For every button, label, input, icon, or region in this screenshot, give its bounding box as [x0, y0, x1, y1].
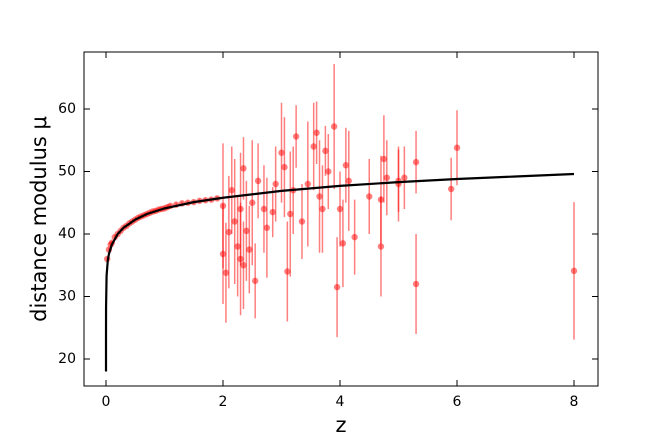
- data-point: [246, 246, 253, 253]
- data-point: [287, 210, 294, 218]
- data-point: [281, 163, 288, 171]
- data-point: [453, 144, 461, 151]
- x-axis-title: z: [335, 413, 346, 437]
- data-point: [377, 243, 385, 250]
- model-curve: [104, 172, 575, 372]
- data-point: [447, 185, 455, 193]
- data-point: [219, 202, 227, 210]
- data-point: [269, 208, 276, 216]
- y-tick-label: 40: [58, 226, 76, 242]
- data-point: [333, 283, 341, 291]
- data-point: [292, 133, 300, 140]
- x-tick-label: 6: [453, 394, 462, 410]
- data-point: [412, 280, 420, 288]
- x-tick-label: 2: [219, 394, 228, 410]
- data-point: [284, 268, 291, 275]
- plot-frame: [83, 51, 599, 387]
- data-point: [339, 240, 347, 247]
- y-tick-label: 60: [58, 101, 76, 117]
- data-point: [412, 158, 420, 166]
- data-point: [249, 199, 256, 206]
- y-tick-label: 30: [58, 289, 76, 305]
- data-point: [278, 149, 285, 156]
- data-point: [263, 224, 271, 231]
- data-point: [383, 174, 391, 181]
- data-point: [351, 233, 358, 241]
- data-point: [319, 205, 326, 213]
- data-point: [336, 205, 344, 213]
- data-point: [570, 267, 578, 275]
- data-point: [222, 269, 230, 276]
- data-point: [330, 123, 338, 130]
- data-point: [225, 228, 233, 236]
- data-point: [234, 243, 241, 250]
- data-point: [304, 180, 312, 188]
- data-point: [345, 177, 352, 185]
- data-point: [310, 143, 317, 150]
- data-point: [231, 218, 238, 225]
- x-tick-label: 4: [336, 394, 345, 410]
- data-point: [254, 177, 262, 185]
- data-point: [322, 147, 329, 155]
- data-point: [377, 196, 385, 203]
- data-point: [228, 187, 235, 194]
- data-point: [260, 205, 268, 213]
- data-point: [251, 277, 259, 285]
- data-point: [237, 255, 244, 263]
- x-tick-label: 8: [570, 394, 579, 410]
- data-point: [240, 262, 247, 269]
- data-point: [313, 129, 320, 136]
- y-axis-title: distance modulus μ: [27, 116, 51, 322]
- data-point: [316, 193, 323, 200]
- data-point: [401, 174, 408, 181]
- y-tick-label: 50: [58, 164, 76, 180]
- data-point: [298, 218, 306, 225]
- data-point: [272, 180, 279, 188]
- x-tick-label: 0: [102, 394, 111, 410]
- data-point: [240, 165, 247, 172]
- data-point: [380, 155, 388, 163]
- data-point: [342, 162, 350, 169]
- data-point: [366, 193, 373, 200]
- data-point: [325, 168, 332, 175]
- data-point: [243, 227, 250, 235]
- y-tick-label: 20: [58, 351, 76, 367]
